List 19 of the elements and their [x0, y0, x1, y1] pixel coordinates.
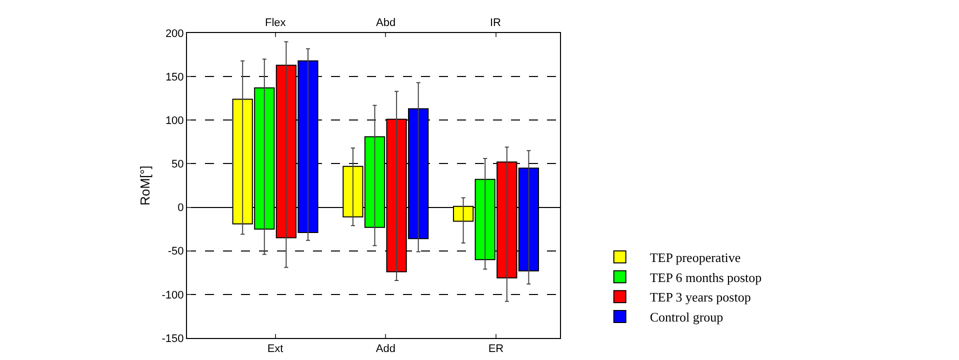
y-tick-label: 200: [165, 28, 184, 40]
text: Abd: [376, 17, 396, 29]
legend-label: TEP preoperative: [650, 250, 741, 265]
y-tick-label: -50: [168, 246, 184, 258]
legend-label: TEP 6 months postop: [650, 270, 762, 285]
y-tick-label: 50: [172, 158, 184, 171]
text: Flex: [265, 17, 286, 29]
legend-label: TEP 3 years postop: [650, 290, 751, 305]
y-axis-title: RoM[°]: [138, 166, 153, 206]
y-tick-label: -150: [162, 332, 184, 345]
y-tick-label: 150: [165, 71, 184, 84]
y-tick-label: 100: [165, 114, 184, 127]
text: IR: [490, 17, 502, 29]
x-tick-label: ER: [488, 343, 504, 356]
y-tick-label: -100: [162, 289, 184, 302]
x-tick-label: Add: [376, 343, 396, 356]
legend-label: Control group: [650, 310, 724, 325]
y-tick-label: 0: [178, 202, 184, 214]
x-tick-label: Ext: [267, 343, 284, 356]
